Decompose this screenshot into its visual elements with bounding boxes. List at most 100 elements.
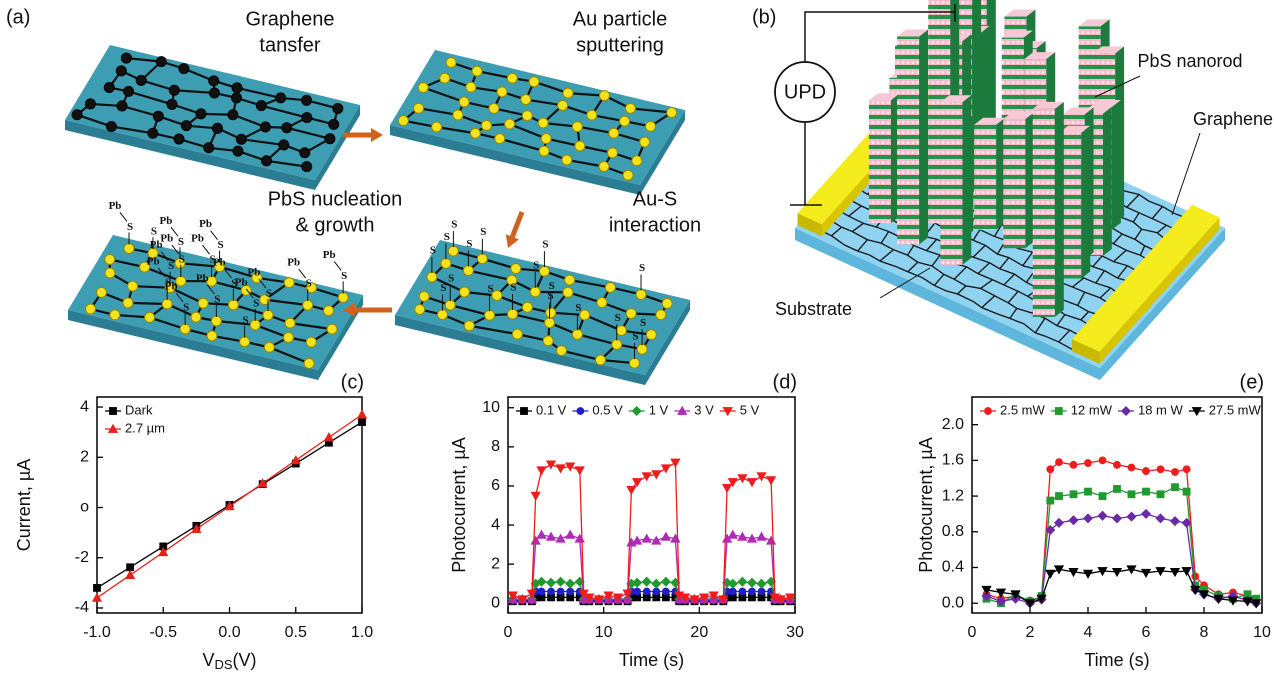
x-tick-label: 30 <box>786 624 804 641</box>
atom-label: S <box>214 294 220 306</box>
atom <box>539 266 549 276</box>
bond-pb <box>334 261 341 270</box>
atom-label: Pb <box>160 215 173 227</box>
point <box>538 588 545 595</box>
atom <box>105 254 115 264</box>
point <box>1142 488 1149 495</box>
atom <box>148 128 158 138</box>
point <box>1183 466 1190 473</box>
x-axis-label: Time (s) <box>619 650 684 670</box>
atom <box>121 53 131 63</box>
x-tick-label: 0.5 <box>285 624 307 641</box>
point <box>1099 457 1106 464</box>
atom <box>626 308 636 318</box>
atom <box>529 77 539 87</box>
atom <box>463 266 473 276</box>
rod-label: PbS nanorod <box>1137 51 1242 71</box>
x-axis-label-part: (V) <box>233 650 257 670</box>
atom <box>283 332 293 342</box>
atom <box>264 342 274 352</box>
y-tick-label: 4 <box>80 398 89 415</box>
pointer <box>1172 133 1200 215</box>
atom <box>522 111 532 121</box>
atom <box>599 162 609 172</box>
atom-label: S <box>341 270 347 282</box>
atom-label: Pb <box>323 249 336 261</box>
point <box>757 579 766 588</box>
atom-label: Pb <box>109 200 122 212</box>
atom-label: S <box>639 262 645 274</box>
legend-label: 1 V <box>649 402 669 417</box>
point <box>634 588 641 595</box>
atom <box>440 73 450 83</box>
atom <box>546 308 556 318</box>
atom <box>302 113 312 123</box>
x-tick-label: 0.0 <box>218 624 240 641</box>
point <box>1113 461 1120 468</box>
point <box>1183 488 1190 495</box>
atom-label: S <box>440 282 446 294</box>
series-line <box>513 463 790 600</box>
atom-label: S <box>243 314 249 326</box>
point <box>557 588 564 595</box>
rod-side <box>1081 126 1090 279</box>
atom-label: S <box>151 226 157 238</box>
atom <box>485 310 495 320</box>
y-tick-label: 1.2 <box>942 487 964 504</box>
atom <box>324 306 334 316</box>
atom <box>646 330 656 340</box>
atom <box>545 318 555 328</box>
rod <box>974 125 996 230</box>
point <box>738 475 747 483</box>
atom <box>209 76 219 86</box>
atom-label: Pb <box>248 267 261 279</box>
atom <box>419 291 429 301</box>
atom <box>306 337 316 347</box>
atom <box>575 141 585 151</box>
atom <box>240 337 250 347</box>
atom <box>625 103 635 113</box>
atom-label: Pb <box>191 233 204 245</box>
atom <box>562 155 572 165</box>
point <box>642 577 651 586</box>
legend-item: 18 m W <box>1118 402 1184 417</box>
y-tick-label: 2.0 <box>942 416 964 433</box>
point <box>358 419 365 426</box>
atom <box>623 170 633 180</box>
atom <box>477 254 487 264</box>
x-tick-label: 8 <box>1200 624 1209 641</box>
point <box>748 588 755 595</box>
atom <box>169 85 179 95</box>
substrate-label: Substrate <box>775 299 852 319</box>
step-label: interaction <box>609 214 701 236</box>
atom <box>233 146 243 156</box>
atom <box>427 272 437 282</box>
point <box>642 473 651 481</box>
legend-label: 12 mW <box>1071 402 1113 417</box>
y-tick-label: 1.6 <box>942 452 964 469</box>
atom <box>662 298 672 308</box>
point <box>984 407 991 414</box>
point <box>661 532 670 540</box>
atom <box>448 246 458 256</box>
point <box>1112 514 1121 523</box>
atom <box>181 121 191 131</box>
point <box>723 484 732 492</box>
atom <box>645 121 655 131</box>
point <box>531 492 540 500</box>
atom <box>466 82 476 92</box>
y-axis-label: Photocurrent, µA <box>449 437 469 572</box>
atom <box>167 99 177 109</box>
atom <box>110 310 120 320</box>
y-tick-label: -2 <box>75 549 89 566</box>
atom-label: Pb <box>199 218 212 230</box>
y-axis-label: Photocurrent, µA <box>916 437 936 572</box>
atom-label: S <box>451 219 457 231</box>
atom-label: S <box>183 302 189 314</box>
y-tick-label: 0.8 <box>942 523 964 540</box>
point <box>546 578 555 587</box>
x-tick-label: 4 <box>1084 624 1093 641</box>
series-line <box>987 487 1257 603</box>
atom <box>572 122 582 132</box>
atom <box>85 304 95 314</box>
